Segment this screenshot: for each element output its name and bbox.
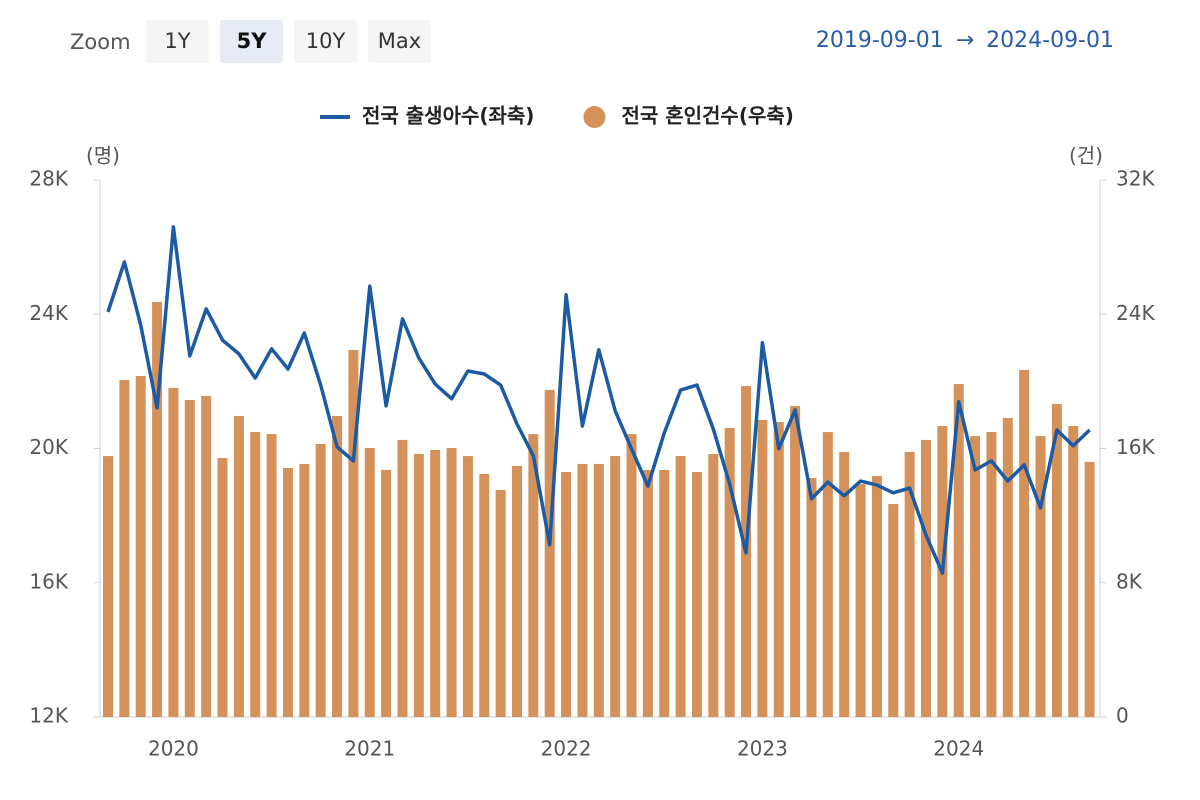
bar: [970, 436, 981, 717]
bar: [233, 415, 244, 717]
bar: [217, 458, 228, 717]
bar: [888, 504, 899, 717]
bar: [691, 471, 702, 717]
bar: [561, 471, 572, 717]
bar: [1084, 461, 1095, 717]
y2-tick-label: 16K: [1116, 435, 1155, 459]
bar: [332, 415, 343, 717]
y2-tick-label: 32K: [1116, 167, 1155, 191]
bar: [642, 469, 653, 717]
x-tick-label: 2021: [344, 737, 395, 761]
bar: [1002, 417, 1013, 717]
y-tick-label: 24K: [29, 301, 68, 325]
legend: 전국 출생아수(좌축) 전국 혼인건수(우축): [320, 104, 794, 128]
bar: [577, 463, 588, 717]
legend-marker: [583, 106, 606, 128]
bar: [953, 384, 964, 717]
bar: [1035, 436, 1046, 717]
bar: [119, 380, 130, 717]
bar: [512, 465, 522, 717]
bar: [184, 400, 195, 717]
zoom-label: Zoom: [70, 30, 131, 54]
legend-label: 전국 혼인건수(우축): [621, 104, 793, 128]
bar: [757, 419, 768, 717]
bar: [806, 478, 817, 717]
y2-unit: (건): [1069, 144, 1103, 168]
legend-label: 전국 출생아수(좌축): [362, 104, 534, 128]
bar: [610, 456, 621, 717]
y-unit: (명): [86, 144, 120, 168]
bar: [921, 439, 931, 717]
zoom-button[interactable]: Max: [368, 20, 431, 63]
bar: [593, 463, 604, 717]
bar: [871, 476, 882, 717]
bar: [724, 428, 735, 717]
bar: [708, 454, 719, 717]
bar: [201, 395, 212, 717]
line: [106, 225, 1091, 575]
bar: [1068, 426, 1079, 717]
bar: [152, 301, 163, 717]
bar: [299, 463, 310, 717]
toolbar: Zoom 2019-09-01 → 2024-09-01 1Y 5Y 10Y Max: [0, 0, 1200, 80]
y-tick-label: 28K: [29, 167, 68, 191]
bar: [544, 389, 555, 717]
bar: [495, 489, 506, 717]
bar: [430, 450, 441, 717]
bar: [626, 434, 637, 717]
bar: [675, 456, 686, 717]
range-end: 2024-09-01: [986, 28, 1114, 53]
range-start: 2019-09-01: [815, 28, 944, 53]
x-tick-label: 2022: [541, 737, 592, 761]
bar: [446, 447, 457, 717]
bar: [822, 432, 833, 717]
x-tick-label: 2024: [933, 737, 984, 761]
bar: [413, 454, 424, 717]
zoom-button[interactable]: 10Y: [294, 20, 357, 63]
bar: [839, 452, 850, 717]
bar: [855, 484, 866, 717]
zoom-button[interactable]: 1Y: [146, 20, 209, 63]
y2-tick-label: 0: [1116, 704, 1129, 728]
bar: [773, 421, 784, 717]
bar: [364, 447, 375, 717]
bar: [904, 452, 915, 717]
bar: [790, 406, 801, 717]
bar: [266, 434, 277, 717]
range-arrow: →: [955, 28, 975, 53]
bar: [282, 467, 293, 717]
bar: [479, 474, 490, 717]
bar: [986, 432, 997, 717]
y-tick-label: 12K: [29, 704, 68, 728]
bar: [348, 349, 359, 717]
y2-tick-label: 8K: [1116, 569, 1143, 593]
bar: [397, 439, 408, 717]
bar: [1051, 404, 1062, 717]
bar: [168, 387, 179, 717]
bar: [462, 456, 473, 717]
bar: [659, 469, 670, 717]
date-range: 2019-09-01 → 2024-09-01: [810, 28, 1120, 53]
bar: [528, 434, 539, 717]
bar: [315, 443, 326, 717]
x-tick-label: 2023: [737, 737, 788, 761]
x-tick-label: 2020: [148, 737, 199, 761]
bar: [135, 376, 146, 717]
bar: [250, 432, 261, 717]
bar: [1019, 369, 1030, 717]
y-tick-label: 20K: [29, 435, 68, 459]
y2-tick-label: 24K: [1116, 301, 1155, 325]
y-tick-label: 16K: [29, 569, 68, 593]
bar: [381, 469, 392, 717]
zoom-button[interactable]: 5Y: [220, 20, 283, 63]
bar: [103, 456, 113, 717]
